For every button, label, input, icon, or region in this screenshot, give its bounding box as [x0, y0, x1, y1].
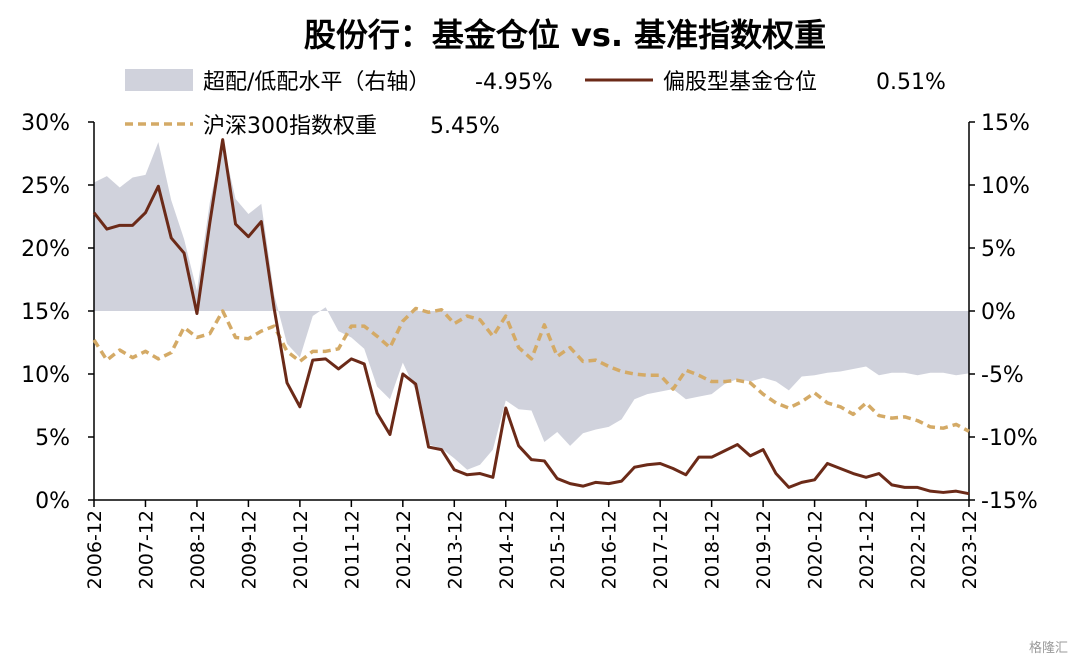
y-tick-label: 15% [21, 300, 70, 325]
x-tick-label: 2014-12 [496, 510, 518, 589]
x-tick-label: 2009-12 [238, 510, 260, 589]
x-tick-label: 2016-12 [599, 510, 621, 589]
x-tick-label: 2023-12 [959, 510, 981, 589]
y-tick-label: 5% [35, 426, 70, 451]
x-tick-label: 2006-12 [84, 510, 106, 589]
y-tick-labels: 30% 25% 20% 15% 10% 5% 0% [21, 111, 70, 514]
series-line-fund-position [92, 138, 970, 496]
legend-index-value: 5.45% [430, 114, 500, 139]
x-tick-label: 2007-12 [135, 510, 157, 589]
legend-fund-label: 偏股型基金仓位 [663, 70, 817, 95]
legend-area-value: -4.95% [475, 70, 553, 95]
x-tick-label: 2017-12 [650, 510, 672, 589]
y-tick-label: 0% [35, 489, 70, 514]
y2-tick-labels: 15% 10% 5% 0% -5% -10% -15% [981, 111, 1038, 514]
x-tick-labels: 2006-12 2007-12 2008-12 2009-12 2010-12 2011-… [84, 510, 981, 589]
axes-layer [88, 121, 975, 507]
chart-title: 股份行：基金仓位 vs. 基准指数权重 [304, 16, 826, 54]
x-tick-label: 2019-12 [753, 510, 775, 589]
x-tick-label: 2012-12 [393, 510, 415, 589]
x-tick-label: 2008-12 [187, 510, 209, 589]
y2-tick-label: -5% [981, 363, 1024, 388]
legend-area-swatch [125, 69, 193, 91]
x-tick-label: 2018-12 [702, 510, 724, 589]
y2-tick-label: 5% [981, 237, 1016, 262]
y-tick-label: 30% [21, 111, 70, 136]
y-tick-label: 25% [21, 174, 70, 199]
y2-tick-label: 0% [981, 300, 1016, 325]
y2-tick-label: -15% [981, 489, 1038, 514]
watermark: 格隆汇 [1029, 640, 1068, 656]
x-tick-label: 2013-12 [444, 510, 466, 589]
series-area-overweight [94, 142, 969, 470]
x-tick-label: 2022-12 [908, 510, 930, 589]
y-tick-label: 20% [21, 237, 70, 262]
x-tick-label: 2015-12 [547, 510, 569, 589]
series-line-hs300-weight [92, 306, 970, 433]
y2-tick-label: -10% [981, 426, 1038, 451]
y2-tick-label: 15% [981, 111, 1030, 136]
line-layer [92, 138, 970, 496]
legend-index-label: 沪深300指数权重 [203, 114, 377, 139]
y2-tick-label: 10% [981, 174, 1030, 199]
legend-area-label: 超配/低配水平（右轴） [203, 70, 430, 95]
x-tick-label: 2011-12 [341, 510, 363, 589]
legend-fund-value: 0.51% [876, 70, 946, 95]
x-tick-label: 2020-12 [805, 510, 827, 589]
x-tick-label: 2021-12 [856, 510, 878, 589]
y-tick-label: 10% [21, 363, 70, 388]
area-layer [94, 142, 969, 470]
x-tick-label: 2010-12 [290, 510, 312, 589]
